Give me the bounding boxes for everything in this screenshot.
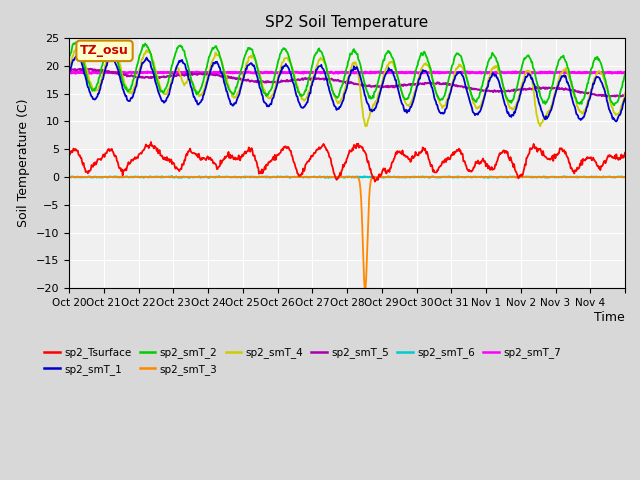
sp2_smT_5 bbox=[65, 67, 73, 73]
sp2_smT_2 bbox=[131, 71, 139, 76]
sp2_smT_6 bbox=[282, 174, 290, 180]
sp2_smT_4 bbox=[261, 87, 269, 93]
sp2_Tsurface bbox=[261, 164, 269, 169]
sp2_smT_1 bbox=[282, 61, 290, 67]
sp2_smT_4 bbox=[234, 91, 241, 96]
sp2_smT_7 bbox=[347, 69, 355, 74]
sp2_smT_5 bbox=[436, 81, 444, 86]
sp2_smT_6 bbox=[65, 174, 73, 180]
sp2_Tsurface bbox=[371, 179, 379, 184]
sp2_Tsurface bbox=[65, 152, 73, 157]
sp2_smT_6 bbox=[621, 174, 629, 180]
sp2_smT_7 bbox=[234, 70, 241, 76]
sp2_smT_2 bbox=[436, 97, 444, 103]
sp2_smT_6 bbox=[168, 173, 176, 179]
sp2_smT_5 bbox=[604, 94, 611, 99]
sp2_Tsurface bbox=[131, 156, 138, 162]
Line: sp2_smT_3: sp2_smT_3 bbox=[69, 177, 625, 290]
sp2_smT_6 bbox=[406, 174, 413, 180]
sp2_Tsurface bbox=[147, 139, 155, 145]
sp2_smT_3 bbox=[361, 287, 369, 293]
sp2_smT_4 bbox=[406, 102, 413, 108]
sp2_smT_4 bbox=[362, 123, 369, 129]
Line: sp2_smT_5: sp2_smT_5 bbox=[69, 69, 625, 96]
sp2_smT_7 bbox=[406, 70, 413, 75]
sp2_smT_5 bbox=[282, 79, 290, 84]
Line: sp2_smT_4: sp2_smT_4 bbox=[69, 47, 625, 126]
sp2_smT_5 bbox=[405, 81, 413, 87]
sp2_smT_1 bbox=[612, 119, 620, 124]
Line: sp2_smT_1: sp2_smT_1 bbox=[69, 56, 625, 121]
sp2_smT_1 bbox=[621, 96, 629, 101]
X-axis label: Time: Time bbox=[595, 311, 625, 324]
sp2_smT_2 bbox=[234, 82, 241, 88]
sp2_smT_1 bbox=[65, 72, 73, 77]
sp2_Tsurface bbox=[282, 144, 290, 149]
Title: SP2 Soil Temperature: SP2 Soil Temperature bbox=[266, 15, 429, 30]
sp2_smT_3 bbox=[621, 174, 629, 180]
sp2_smT_3 bbox=[436, 174, 444, 180]
sp2_Tsurface bbox=[437, 163, 445, 169]
sp2_smT_5 bbox=[621, 93, 629, 98]
sp2_smT_3 bbox=[260, 174, 268, 180]
sp2_smT_1 bbox=[234, 96, 241, 102]
sp2_smT_5 bbox=[261, 80, 269, 85]
sp2_smT_3 bbox=[405, 174, 413, 180]
sp2_smT_2 bbox=[65, 55, 73, 60]
sp2_smT_2 bbox=[72, 39, 79, 45]
sp2_smT_7 bbox=[437, 70, 445, 75]
sp2_smT_6 bbox=[261, 174, 269, 180]
sp2_smT_5 bbox=[131, 74, 139, 80]
sp2_smT_3 bbox=[65, 174, 73, 180]
sp2_smT_6 bbox=[234, 175, 241, 180]
sp2_smT_1 bbox=[131, 86, 139, 92]
sp2_smT_6 bbox=[437, 175, 445, 180]
sp2_smT_3 bbox=[131, 174, 138, 180]
sp2_smT_1 bbox=[73, 53, 81, 59]
sp2_smT_3 bbox=[281, 174, 289, 180]
sp2_smT_7 bbox=[282, 70, 290, 76]
sp2_smT_2 bbox=[405, 92, 413, 98]
sp2_smT_2 bbox=[282, 47, 290, 52]
sp2_smT_7 bbox=[189, 71, 197, 76]
sp2_smT_4 bbox=[65, 65, 73, 71]
Text: TZ_osu: TZ_osu bbox=[80, 44, 129, 58]
sp2_smT_4 bbox=[621, 90, 629, 96]
sp2_smT_6 bbox=[324, 175, 332, 180]
sp2_smT_4 bbox=[74, 44, 81, 50]
Line: sp2_smT_6: sp2_smT_6 bbox=[69, 176, 625, 178]
sp2_smT_2 bbox=[621, 71, 629, 77]
sp2_smT_7 bbox=[261, 70, 269, 76]
sp2_smT_2 bbox=[261, 90, 269, 96]
sp2_smT_1 bbox=[405, 108, 413, 114]
sp2_smT_2 bbox=[611, 103, 618, 108]
sp2_smT_1 bbox=[436, 110, 444, 116]
sp2_smT_4 bbox=[437, 102, 445, 108]
Line: sp2_Tsurface: sp2_Tsurface bbox=[69, 142, 625, 181]
sp2_Tsurface bbox=[234, 156, 241, 161]
sp2_smT_7 bbox=[65, 70, 73, 75]
sp2_smT_7 bbox=[621, 70, 629, 75]
sp2_smT_6 bbox=[131, 174, 138, 180]
Line: sp2_smT_2: sp2_smT_2 bbox=[69, 42, 625, 106]
sp2_smT_3 bbox=[233, 174, 241, 180]
Y-axis label: Soil Temperature (C): Soil Temperature (C) bbox=[17, 99, 30, 228]
sp2_smT_7 bbox=[131, 70, 138, 75]
sp2_Tsurface bbox=[406, 156, 413, 162]
sp2_smT_5 bbox=[234, 75, 241, 81]
Line: sp2_smT_7: sp2_smT_7 bbox=[69, 72, 625, 73]
sp2_smT_5 bbox=[82, 66, 90, 72]
sp2_smT_4 bbox=[282, 56, 290, 61]
sp2_smT_1 bbox=[261, 100, 269, 106]
Legend: sp2_Tsurface, sp2_smT_1, sp2_smT_2, sp2_smT_3, sp2_smT_4, sp2_smT_5, sp2_smT_6, : sp2_Tsurface, sp2_smT_1, sp2_smT_2, sp2_… bbox=[40, 343, 565, 379]
sp2_smT_4 bbox=[131, 84, 139, 89]
sp2_Tsurface bbox=[621, 150, 629, 156]
